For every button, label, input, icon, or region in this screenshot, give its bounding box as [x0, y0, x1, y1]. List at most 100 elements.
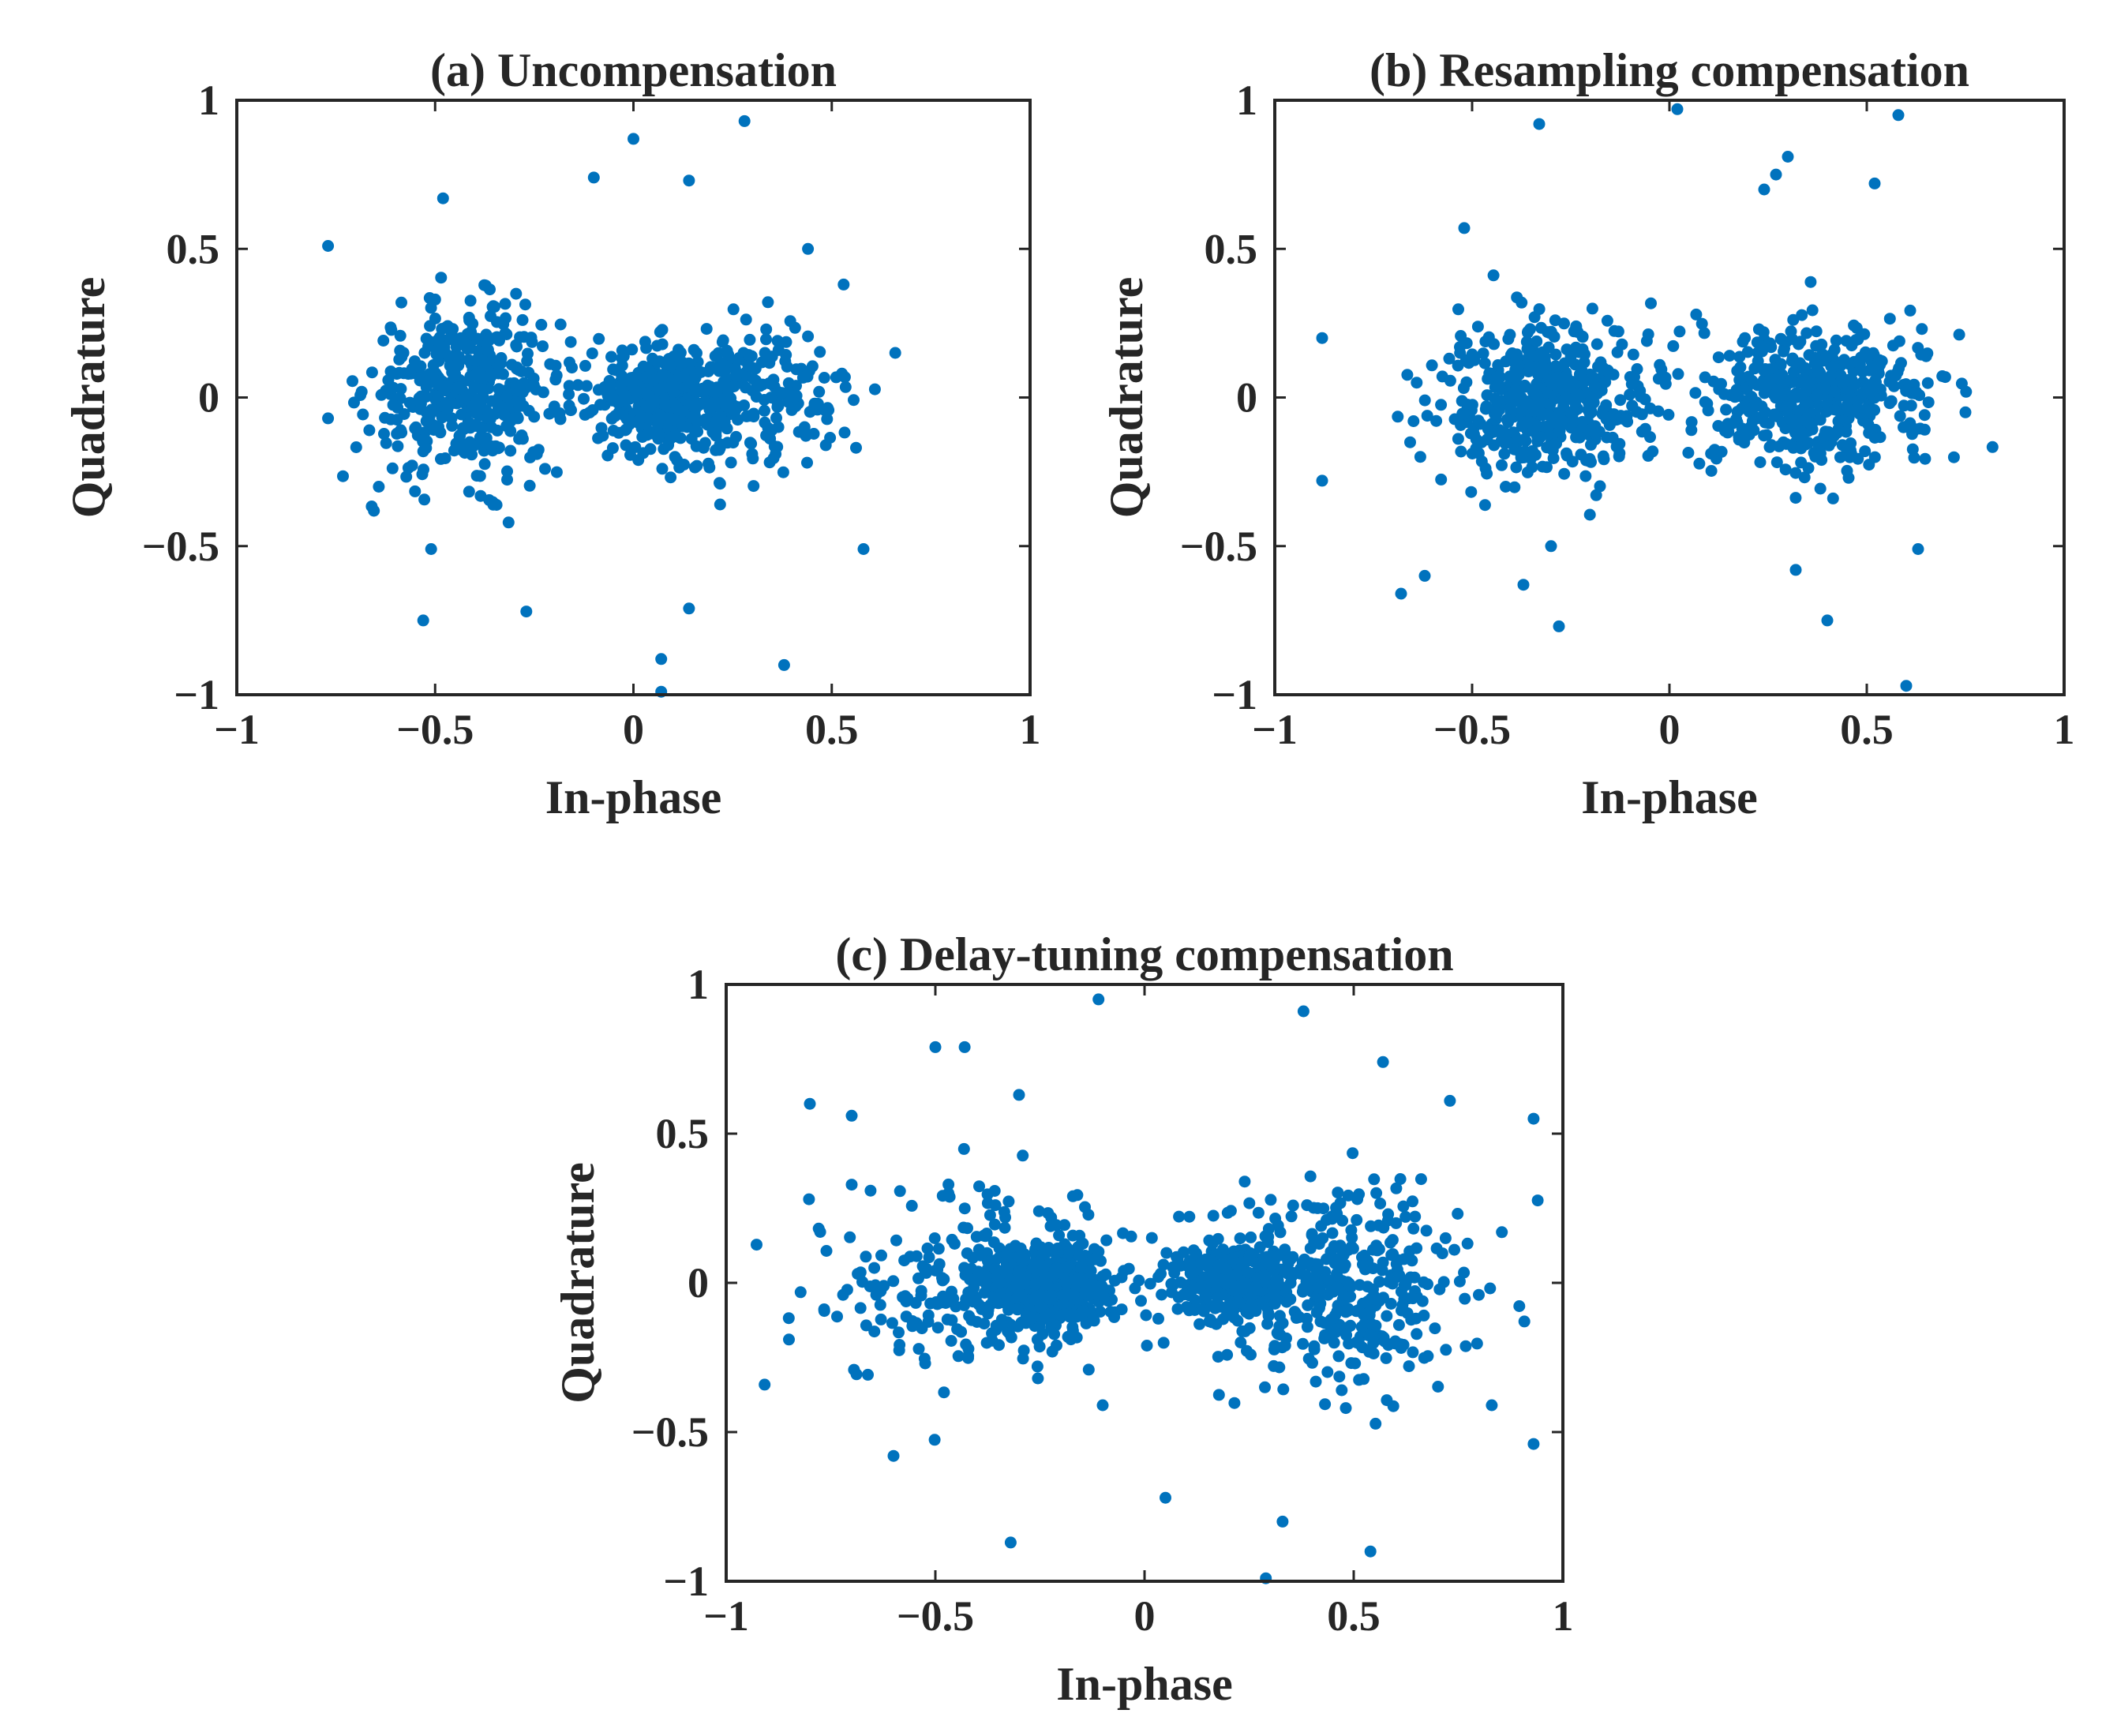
scatter-point: [609, 410, 621, 422]
scatter-point: [1482, 422, 1494, 435]
scatter-point: [1627, 348, 1639, 361]
scatter-point: [1821, 614, 1834, 627]
scatter-point: [690, 384, 703, 397]
scatter-point: [493, 383, 505, 396]
scatter-point: [1471, 321, 1484, 333]
scatter-point: [1287, 1267, 1299, 1279]
scatter-point: [960, 1338, 972, 1351]
scatter-point: [986, 1327, 999, 1340]
scatter-point: [1277, 1383, 1290, 1396]
scatter-point: [632, 414, 645, 427]
scatter-point: [1493, 379, 1505, 392]
scatter-point: [1088, 1253, 1101, 1265]
scatter-point: [1193, 1318, 1206, 1330]
scatter-point: [553, 407, 566, 419]
scatter-point: [919, 1357, 931, 1370]
scatter-point: [515, 429, 528, 441]
scatter-point: [1082, 1209, 1095, 1221]
scatter-point: [478, 458, 491, 471]
scatter-point: [839, 381, 852, 393]
scatter-point: [1862, 379, 1875, 392]
scatter-point: [656, 338, 669, 351]
scatter-point: [1590, 489, 1602, 501]
scatter-point: [1591, 338, 1603, 351]
scatter-point: [868, 1325, 881, 1338]
scatter-point: [874, 1299, 886, 1311]
scatter-point: [1533, 349, 1546, 362]
scatter-point: [392, 440, 404, 452]
scatter-point: [1212, 1259, 1225, 1272]
scatter-point: [1178, 1246, 1190, 1258]
scatter-point: [425, 543, 437, 555]
scatter-point: [1570, 321, 1583, 334]
scatter-point: [647, 373, 660, 386]
scatter-point: [1776, 377, 1789, 390]
scatter-point: [730, 430, 742, 443]
scatter-point: [1516, 296, 1528, 309]
scatter-point: [850, 1368, 863, 1381]
scatter-point: [1082, 1363, 1095, 1376]
scatter-point: [1851, 395, 1863, 407]
scatter-point: [1496, 1226, 1508, 1239]
scatter-point: [1310, 1375, 1322, 1388]
scatter-point: [1550, 437, 1562, 450]
scatter-point: [394, 344, 407, 357]
scatter-point: [699, 413, 711, 426]
chart-c-y-tick-label: 0: [688, 1259, 709, 1307]
scatter-point: [945, 1335, 957, 1347]
scatter-point: [1028, 1258, 1040, 1270]
scatter-point: [688, 343, 700, 356]
scatter-point: [1921, 377, 1934, 389]
scatter-point: [886, 1317, 898, 1329]
scatter-point: [852, 1268, 864, 1280]
scatter-point: [1736, 422, 1748, 435]
scatter-point: [862, 1368, 874, 1381]
scatter-point: [759, 416, 771, 429]
scatter-point: [1734, 361, 1747, 373]
scatter-point: [1267, 1287, 1280, 1299]
scatter-point: [571, 379, 584, 392]
scatter-point: [1392, 1318, 1405, 1331]
scatter-point: [1259, 1381, 1271, 1393]
scatter-point: [972, 1265, 984, 1278]
scatter-point: [916, 1260, 929, 1273]
scatter-point: [1433, 1283, 1446, 1295]
scatter-point: [1528, 404, 1541, 417]
scatter-point: [1045, 1289, 1057, 1302]
scatter-point: [938, 1386, 950, 1399]
scatter-point: [765, 392, 777, 404]
scatter-point: [1194, 1258, 1207, 1270]
scatter-point: [1796, 309, 1808, 321]
scatter-point: [1799, 386, 1812, 399]
scatter-point: [1488, 439, 1501, 452]
scatter-point: [1108, 1310, 1121, 1323]
scatter-point: [1407, 415, 1420, 427]
scatter-point: [1560, 391, 1572, 403]
scatter-point: [1501, 437, 1513, 449]
scatter-point: [1029, 1278, 1042, 1291]
scatter-point: [1196, 1303, 1208, 1315]
scatter-point: [1317, 1202, 1330, 1215]
scatter-point: [748, 480, 760, 493]
scatter-point: [721, 344, 733, 357]
scatter-point: [936, 1190, 949, 1202]
scatter-point: [1276, 1317, 1289, 1329]
scatter-point: [1284, 1277, 1297, 1289]
scatter-point: [322, 240, 335, 252]
scatter-point: [1452, 359, 1464, 372]
scatter-point: [483, 494, 496, 506]
scatter-point: [800, 429, 813, 441]
scatter-point: [1207, 1209, 1220, 1222]
scatter-point: [1585, 406, 1598, 418]
scatter-point: [1737, 336, 1749, 348]
scatter-point: [1827, 361, 1839, 373]
scatter-point: [504, 444, 517, 457]
scatter-point: [1276, 1515, 1289, 1528]
scatter-point: [1512, 435, 1525, 448]
scatter-point: [1340, 1402, 1352, 1415]
scatter-point: [818, 372, 830, 384]
scatter-point: [964, 1273, 976, 1286]
scatter-point: [1418, 394, 1431, 407]
scatter-point: [459, 447, 471, 459]
scatter-point: [1420, 1224, 1433, 1237]
